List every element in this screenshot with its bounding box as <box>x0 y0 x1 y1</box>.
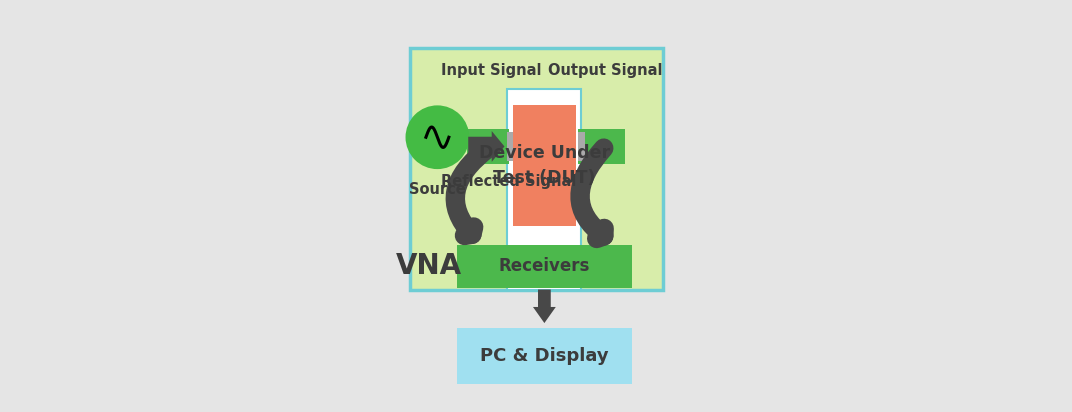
Bar <box>457 245 631 288</box>
Text: VNA: VNA <box>396 252 462 280</box>
Bar <box>578 129 625 164</box>
Bar <box>457 328 631 384</box>
Bar <box>578 132 585 161</box>
Text: Device Under
Test (DUT): Device Under Test (DUT) <box>479 144 610 187</box>
Text: Source: Source <box>410 183 465 197</box>
FancyArrow shape <box>533 290 555 323</box>
Bar <box>507 89 581 290</box>
Text: Output Signal: Output Signal <box>548 63 662 77</box>
Bar <box>411 48 664 290</box>
Text: PC & Display: PC & Display <box>480 347 609 365</box>
Text: Input Signal: Input Signal <box>442 63 541 77</box>
Bar <box>513 105 576 226</box>
Text: Receivers: Receivers <box>498 258 590 275</box>
FancyArrow shape <box>468 131 505 162</box>
Bar <box>467 129 509 164</box>
Text: Reflected Signal: Reflected Signal <box>441 174 576 189</box>
Circle shape <box>405 105 470 169</box>
Bar <box>507 132 515 161</box>
